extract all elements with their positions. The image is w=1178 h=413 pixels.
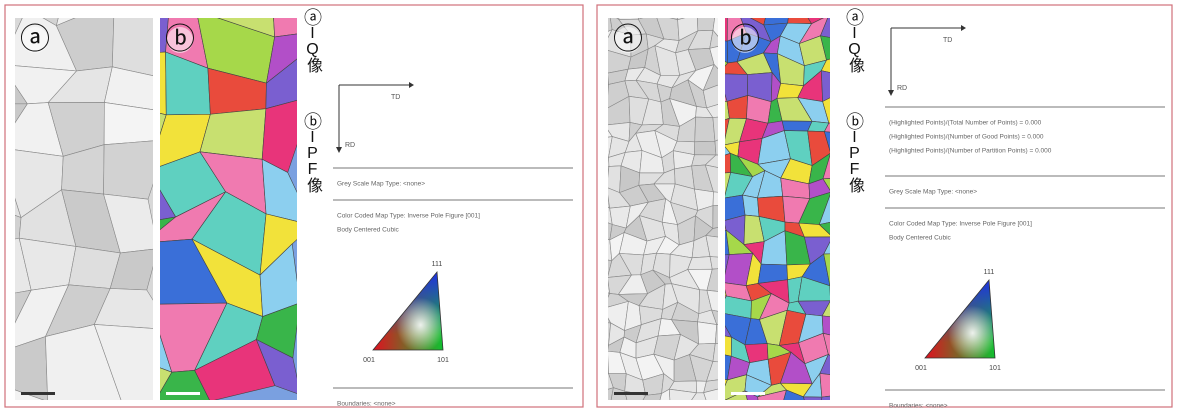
grain [590,152,609,172]
grain [586,322,610,345]
grain [101,0,163,17]
legend-text: Color Coded Map Type: Inverse Pole Figur… [337,213,480,220]
grain [1,337,48,402]
axis-label: RD [897,85,907,92]
iq-map [0,0,171,408]
grain [821,71,850,102]
side-text: IPF像 [846,129,863,192]
grain [593,84,609,108]
legend-text: Color Coded Map Type: Inverse Pole Figur… [889,221,1032,228]
grain [727,0,744,14]
image-label: ⓐ [20,23,50,56]
grain [788,0,812,24]
grain [585,257,612,279]
scale-bar [731,392,765,395]
grain [820,374,848,398]
grain [102,0,174,15]
grain [695,141,716,155]
grain [104,102,169,144]
grain [695,117,715,142]
side-label: ⓐIQ像 [845,8,863,72]
side-label: ⓐIQ像 [303,8,321,72]
grain [656,0,680,20]
triangle-label: 001 [363,357,375,364]
grain [104,140,169,200]
side-label: ⓑIPF像 [303,112,321,192]
image-label: ⓐ [613,23,643,56]
grain [0,373,13,408]
grain [715,138,725,156]
grain [638,0,663,19]
triangle-label: 001 [915,365,927,372]
side-text: IQ像 [304,25,321,72]
grain [697,12,715,31]
grain [678,0,698,20]
grain [586,300,610,323]
grain [112,2,168,79]
grain [585,235,612,260]
axis-label: TD [943,37,952,44]
legend-text: (Highlighted Points)/(Total Number of Po… [889,120,1042,127]
ipf-triangle [373,272,443,350]
side-mark: ⓑ [844,112,864,129]
triangle-label: 111 [984,269,995,276]
triangle-label: 101 [989,365,1001,372]
axis-label: TD [391,94,400,101]
side-text: IQ像 [846,25,863,72]
axis-label: RD [345,142,355,149]
grain [782,121,812,131]
triangle-label: 111 [432,261,443,268]
figure: ⓐ ⓑ TD RD Grey Scale Map Type: <none> Color C… [0,0,1178,408]
grain [830,279,847,300]
legend-text: (Highlighted Points)/(Number of Partitio… [889,148,1052,155]
figure-canvas: ⓐ ⓑ TD RD Grey Scale Map Type: <none> Color C… [0,0,1178,408]
grain [200,109,266,160]
grain [698,322,717,344]
side-mark: ⓐ [302,8,322,25]
ipf-triangle [925,280,995,358]
side-mark: ⓑ [302,112,322,129]
grain [619,0,644,20]
triangle-label: 101 [437,357,449,364]
ipf-map [697,0,851,408]
scale-bar [166,392,200,395]
grain [0,352,13,390]
grain [590,101,606,126]
grain [169,0,198,15]
legend-text: Grey Scale Map Type: <none> [889,189,977,196]
grain [609,0,620,20]
scale-bar [614,392,648,395]
grain [716,2,730,17]
grain [713,192,727,206]
side-text: IPF像 [304,129,321,192]
iq-map [585,0,733,408]
grain [803,397,822,408]
image-label: ⓑ [165,23,195,56]
side-label: ⓑIPF像 [845,112,863,192]
legend-text: Boundaries: <none> [889,403,948,408]
scale-bar [21,392,55,395]
grain [592,388,613,408]
grain [587,351,609,373]
legend-text: Boundaries: <none> [337,401,396,408]
image-label: ⓑ [730,23,760,56]
legend-text: (Highlighted Points)/(Number of Good Poi… [889,134,1044,141]
grain [588,334,609,360]
legend-text: Grey Scale Map Type: <none> [337,181,425,188]
grain [743,195,759,216]
grain [691,2,716,15]
legend-text: Body Centered Cubic [337,227,400,234]
grain [710,257,726,270]
side-mark: ⓐ [844,8,864,25]
legend-text: Body Centered Cubic [889,235,952,242]
